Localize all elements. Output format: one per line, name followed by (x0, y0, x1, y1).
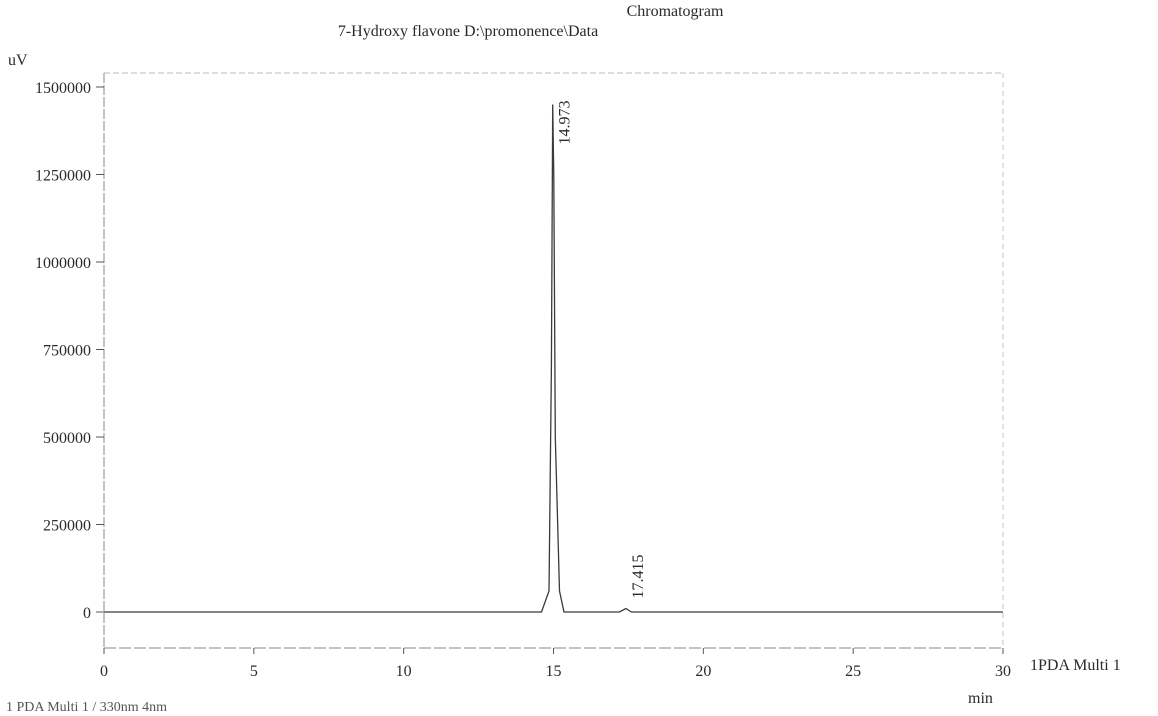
y-tick-label: 1000000 (35, 255, 91, 272)
y-tick-label: 750000 (43, 343, 91, 360)
footer-note: 1 PDA Multi 1 / 330nm 4nm (6, 700, 168, 715)
y-tick-label: 1250000 (35, 168, 91, 185)
y-tick-label: 0 (83, 605, 91, 622)
channel-label: 1PDA Multi 1 (1030, 657, 1121, 674)
peak-label: 14.973 (557, 101, 574, 145)
y-tick-label: 1500000 (35, 80, 91, 97)
peak-label: 17.415 (630, 555, 647, 599)
y-tick-label: 250000 (43, 518, 91, 535)
x-tick-label: 30 (995, 663, 1011, 680)
x-tick-label: 10 (396, 663, 412, 680)
x-tick-label: 20 (695, 663, 711, 680)
chart-title: Chromatogram (626, 3, 724, 20)
y-tick-label: 500000 (43, 430, 91, 447)
x-tick-label: 25 (845, 663, 861, 680)
x-tick-label: 15 (546, 663, 562, 680)
x-tick-label: 0 (100, 663, 108, 680)
chart-subtitle: 7-Hydroxy flavone D:\promonence\Data (337, 23, 599, 40)
signal-trace (104, 104, 1003, 613)
x-tick-label: 5 (250, 663, 258, 680)
x-axis-label: min (968, 690, 993, 707)
y-axis-label: uV (8, 52, 28, 69)
